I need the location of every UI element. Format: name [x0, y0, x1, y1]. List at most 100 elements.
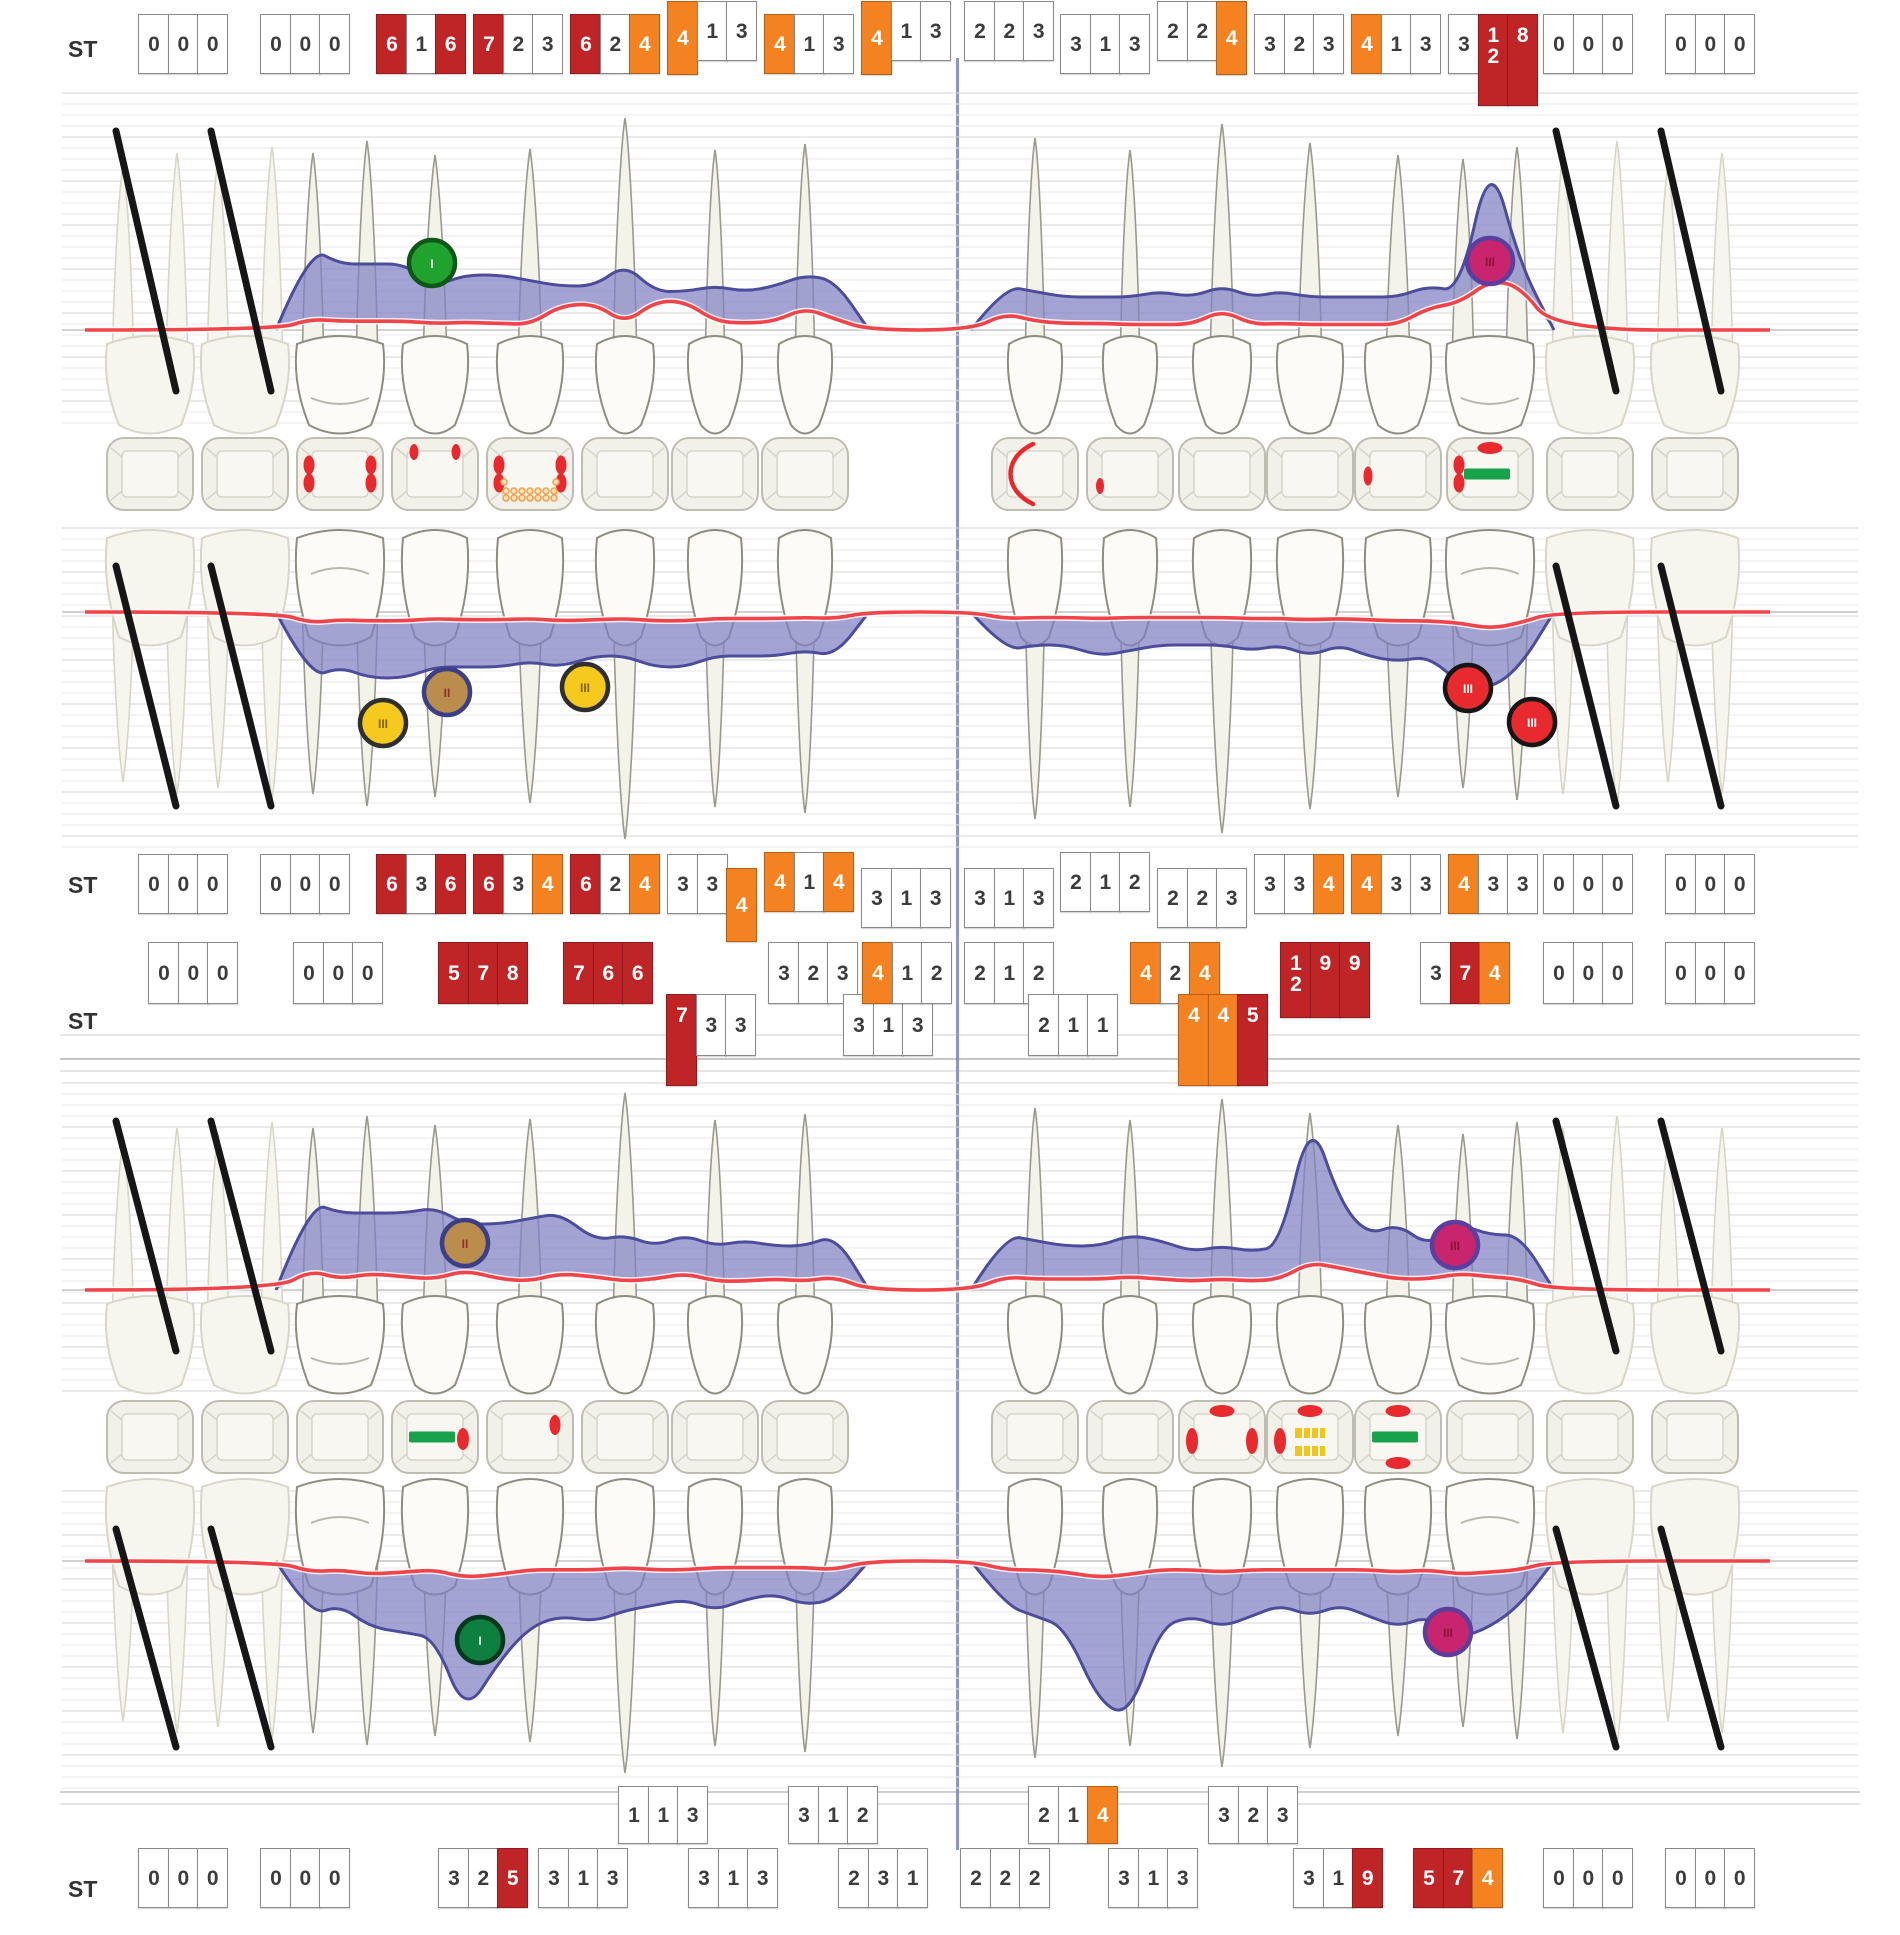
tooth-upper-buccal-9[interactable]	[1006, 137, 1064, 435]
probing-depth-cell[interactable]: 4	[629, 14, 661, 74]
probing-depth-cell[interactable]: 1	[647, 1786, 679, 1844]
furcation-marker-I[interactable]: I	[406, 237, 458, 289]
probing-depth-cell[interactable]: 3	[843, 994, 875, 1056]
probing-depth-cell[interactable]: 0	[1543, 14, 1575, 74]
probing-depth-cell[interactable]: 5	[1237, 994, 1269, 1086]
furcation-marker-III[interactable]: III	[1422, 1606, 1474, 1658]
probing-depth-cell[interactable]: 2	[1186, 868, 1218, 928]
probing-depth-cell[interactable]: 0	[197, 1848, 229, 1908]
probing-depth-cell[interactable]: 2	[1019, 1848, 1051, 1908]
probing-depth-cell[interactable]: 2	[838, 1848, 870, 1908]
probing-depth-cell[interactable]: 1	[567, 1848, 599, 1908]
probing-depth-cell[interactable]: 0	[1724, 854, 1756, 914]
occlusal-tooth-13[interactable]	[1354, 1400, 1442, 1474]
occlusal-tooth-9[interactable]	[991, 437, 1079, 511]
probing-depth-cell[interactable]: 7	[467, 942, 499, 1004]
probing-depth-cell[interactable]: 4	[1178, 994, 1210, 1086]
probing-depth-cell[interactable]: 4	[862, 942, 894, 1004]
probing-depth-cell[interactable]: 0	[1572, 942, 1604, 1004]
occlusal-tooth-6[interactable]	[581, 1400, 669, 1474]
probing-depth-cell[interactable]: 0	[1694, 14, 1726, 74]
probing-depth-cell[interactable]: 3	[1267, 1786, 1299, 1844]
probing-depth-cell[interactable]: 6	[592, 942, 624, 1004]
probing-depth-cell[interactable]: 2	[964, 1, 996, 61]
probing-depth-cell[interactable]: 2	[502, 14, 534, 74]
probing-depth-cell[interactable]: 0	[167, 14, 199, 74]
probing-depth-cell[interactable]: 3	[1254, 854, 1286, 914]
probing-depth-cell[interactable]: 7	[666, 994, 698, 1086]
probing-depth-cell[interactable]: 2	[797, 942, 829, 1004]
probing-depth-cell[interactable]: 4	[764, 852, 796, 912]
probing-depth-cell[interactable]: 2	[993, 1, 1025, 61]
probing-depth-cell[interactable]: 0	[167, 1848, 199, 1908]
probing-depth-cell[interactable]: 2	[1119, 852, 1151, 912]
probing-depth-cell[interactable]: 3	[726, 1, 758, 61]
probing-depth-cell[interactable]: 0	[197, 14, 229, 74]
probing-depth-cell[interactable]: 6	[435, 854, 467, 914]
probing-depth-cell[interactable]: 2	[1186, 1, 1218, 61]
probing-depth-cell[interactable]: 3	[1380, 854, 1412, 914]
tooth-lower-buccal-1[interactable]	[104, 1478, 196, 1734]
probing-depth-cell[interactable]: 0	[207, 942, 239, 1004]
probing-depth-cell[interactable]: 0	[260, 854, 292, 914]
probing-depth-cell[interactable]: 0	[293, 942, 325, 1004]
probing-depth-cell[interactable]: 4	[1313, 854, 1345, 914]
probing-depth-cell[interactable]: 6	[570, 854, 602, 914]
probing-depth-cell[interactable]: 3	[597, 1848, 629, 1908]
probing-depth-cell[interactable]: 1	[1057, 994, 1089, 1056]
occlusal-tooth-12[interactable]	[1266, 1400, 1354, 1474]
probing-depth-cell[interactable]: 3	[677, 1786, 709, 1844]
probing-depth-cell[interactable]: 0	[289, 14, 321, 74]
occlusal-tooth-10[interactable]	[1086, 437, 1174, 511]
probing-depth-cell[interactable]: 4	[1472, 1848, 1504, 1908]
occlusal-tooth-14[interactable]	[1446, 1400, 1534, 1474]
probing-depth-cell[interactable]: 3	[867, 1848, 899, 1908]
furcation-marker-III[interactable]: III	[1464, 235, 1516, 287]
probing-depth-cell[interactable]: 1	[793, 852, 825, 912]
furcation-marker-III[interactable]: III	[1442, 662, 1494, 714]
tooth-upper-palatal-9[interactable]	[1006, 529, 1064, 820]
probing-depth-cell[interactable]: 7	[1449, 942, 1481, 1004]
probing-depth-cell[interactable]: 0	[1572, 1848, 1604, 1908]
probing-depth-cell[interactable]: 0	[352, 942, 384, 1004]
probing-depth-cell[interactable]: 4	[1087, 1786, 1119, 1844]
probing-depth-cell[interactable]: 2	[1060, 852, 1092, 912]
probing-depth-cell[interactable]: 3	[1283, 854, 1315, 914]
probing-depth-cell[interactable]: 3	[538, 1848, 570, 1908]
probing-depth-cell[interactable]: 3	[438, 1848, 470, 1908]
probing-depth-cell[interactable]: 6	[376, 854, 408, 914]
probing-depth-cell[interactable]: 1	[817, 1786, 849, 1844]
probing-depth-cell[interactable]: 1	[1089, 852, 1121, 912]
probing-depth-cell[interactable]: 3	[1410, 854, 1442, 914]
probing-depth-cell[interactable]: 2	[847, 1786, 879, 1844]
occlusal-tooth-2[interactable]	[201, 1400, 289, 1474]
probing-depth-cell[interactable]: 6	[622, 942, 654, 1004]
probing-depth-cell[interactable]: 0	[322, 942, 354, 1004]
tooth-upper-buccal-10[interactable]	[1101, 149, 1159, 435]
occlusal-tooth-4[interactable]	[391, 437, 479, 511]
furcation-marker-I[interactable]: I	[454, 1614, 506, 1666]
tooth-lower-buccal-6[interactable]	[594, 1478, 656, 1774]
probing-depth-cell[interactable]: 3	[1167, 1848, 1199, 1908]
occlusal-tooth-3[interactable]	[296, 1400, 384, 1474]
probing-depth-cell[interactable]: 1	[696, 1, 728, 61]
probing-depth-cell[interactable]: 9	[1309, 942, 1341, 1018]
occlusal-tooth-5[interactable]	[486, 1400, 574, 1474]
furcation-marker-III[interactable]: III	[1429, 1219, 1481, 1271]
probing-depth-cell[interactable]: 0	[1694, 942, 1726, 1004]
probing-depth-cell[interactable]: 3	[1410, 14, 1442, 74]
probing-depth-cell[interactable]: 0	[1724, 14, 1756, 74]
probing-depth-cell[interactable]: 4	[1448, 854, 1480, 914]
tooth-upper-palatal-13[interactable]	[1363, 529, 1433, 798]
probing-depth-cell[interactable]: 1	[1137, 1848, 1169, 1908]
probing-depth-cell[interactable]: 1	[717, 1848, 749, 1908]
tooth-lower-lingual-1[interactable]	[104, 1127, 196, 1395]
probing-depth-cell[interactable]: 1	[405, 14, 437, 74]
occlusal-tooth-7[interactable]	[671, 1400, 759, 1474]
probing-depth-cell[interactable]: 2	[599, 14, 631, 74]
tooth-lower-lingual-15[interactable]	[1544, 1115, 1636, 1395]
occlusal-tooth-8[interactable]	[761, 437, 849, 511]
probing-depth-cell[interactable]: 1	[993, 868, 1025, 928]
probing-depth-cell[interactable]: 0	[197, 854, 229, 914]
occlusal-tooth-12[interactable]	[1266, 437, 1354, 511]
